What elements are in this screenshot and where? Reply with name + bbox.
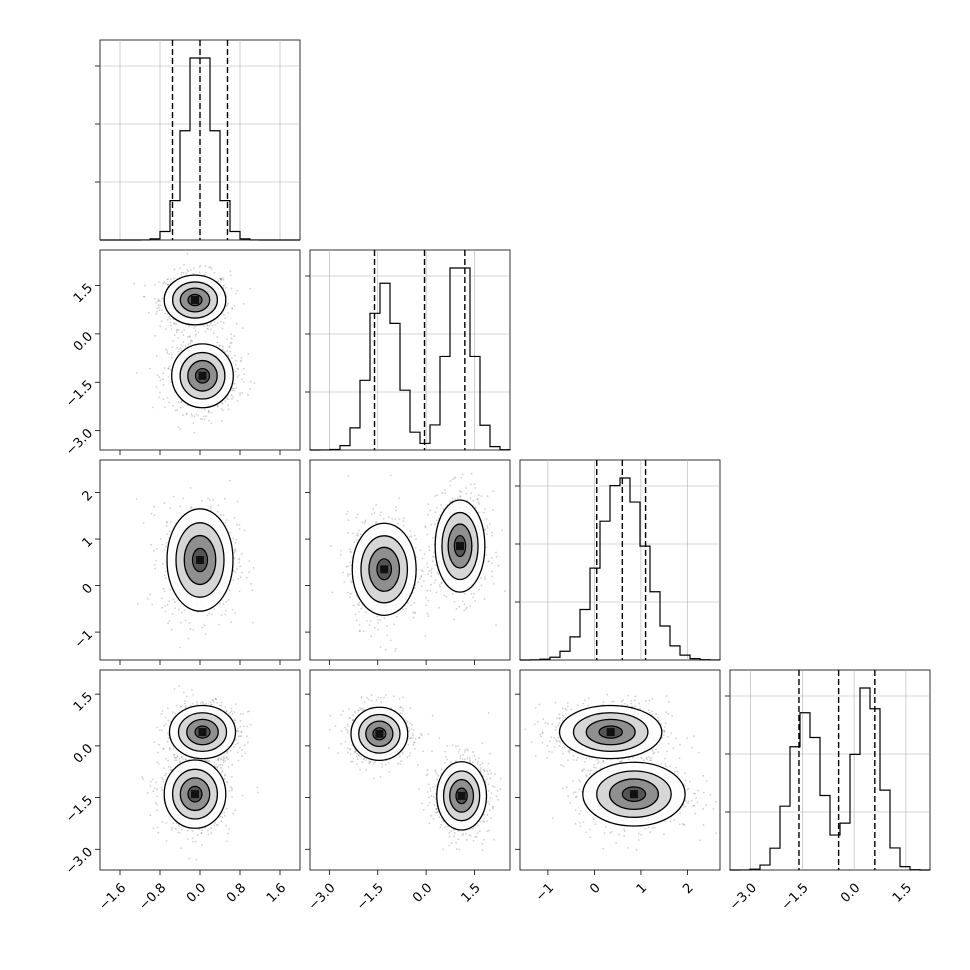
hist-panel-p2 [515, 459, 721, 661]
y-tick-label: 1 [80, 535, 96, 551]
y-tick-label: −3.0 [63, 426, 96, 459]
y-tick-label: −1.5 [63, 793, 96, 826]
x-tick-label: −1.5 [779, 881, 812, 914]
x-tick-label: −3.0 [306, 881, 339, 914]
density-peak [380, 565, 389, 574]
x-tick-label: 1.5 [459, 881, 484, 906]
x-tick-label: 0 [587, 881, 603, 897]
hist-panel-p3 [725, 669, 931, 871]
hist-step-p2 [519, 477, 721, 661]
y-tick-label: 0.0 [71, 741, 96, 766]
y-tick-label: 1.5 [71, 690, 96, 715]
hist-frame [729, 669, 931, 871]
y-tick-label: 1.5 [71, 281, 96, 306]
density-peak [198, 371, 207, 380]
x-tick-label: 1.6 [264, 881, 289, 906]
scatter-panel-p2-vs-p0 [95, 459, 301, 665]
density-peak [606, 728, 615, 737]
density-peak [191, 296, 199, 304]
hist-panel-p0 [95, 39, 301, 241]
y-tick-label: −1 [72, 628, 96, 652]
density-peak [457, 791, 466, 800]
hist-frame [519, 459, 721, 661]
x-tick-label: 1 [634, 881, 650, 897]
hist-step-p1 [309, 267, 511, 451]
x-tick-label: −3.0 [727, 881, 760, 914]
x-tick-label: 0.0 [838, 881, 863, 906]
scatter-panel-p1-vs-p0 [95, 249, 301, 455]
x-tick-label: 2 [680, 881, 696, 897]
density-peak [629, 790, 638, 799]
scatter-panel-p3-vs-p1 [305, 669, 511, 875]
y-tick-label: −3.0 [63, 845, 96, 878]
x-tick-label: −1 [533, 881, 557, 905]
density-peak [456, 542, 464, 551]
x-tick-label: 0.8 [224, 881, 249, 906]
x-tick-label: 0.0 [184, 881, 209, 906]
y-tick-label: 0.0 [71, 329, 96, 354]
scatter-panel-p3-vs-p2 [515, 669, 721, 875]
density-peak [375, 729, 384, 738]
x-tick-label: 1.5 [890, 881, 915, 906]
hist-step-p3 [729, 687, 931, 871]
density-peak [196, 556, 204, 564]
scatter-panel-p2-vs-p1 [305, 459, 511, 665]
x-tick-label: −1.6 [96, 881, 129, 914]
x-tick-label: −1.5 [354, 881, 387, 914]
x-tick-label: −0.8 [136, 881, 169, 914]
y-tick-label: 0 [80, 581, 96, 597]
density-peak [198, 728, 207, 737]
x-tick-label: 0.0 [410, 881, 435, 906]
scatter-panel-p3-vs-p0 [95, 669, 301, 875]
density-peak [191, 790, 199, 799]
y-tick-label: −1.5 [63, 378, 96, 411]
hist-panel-p1 [305, 249, 511, 451]
y-tick-label: 2 [80, 488, 96, 504]
